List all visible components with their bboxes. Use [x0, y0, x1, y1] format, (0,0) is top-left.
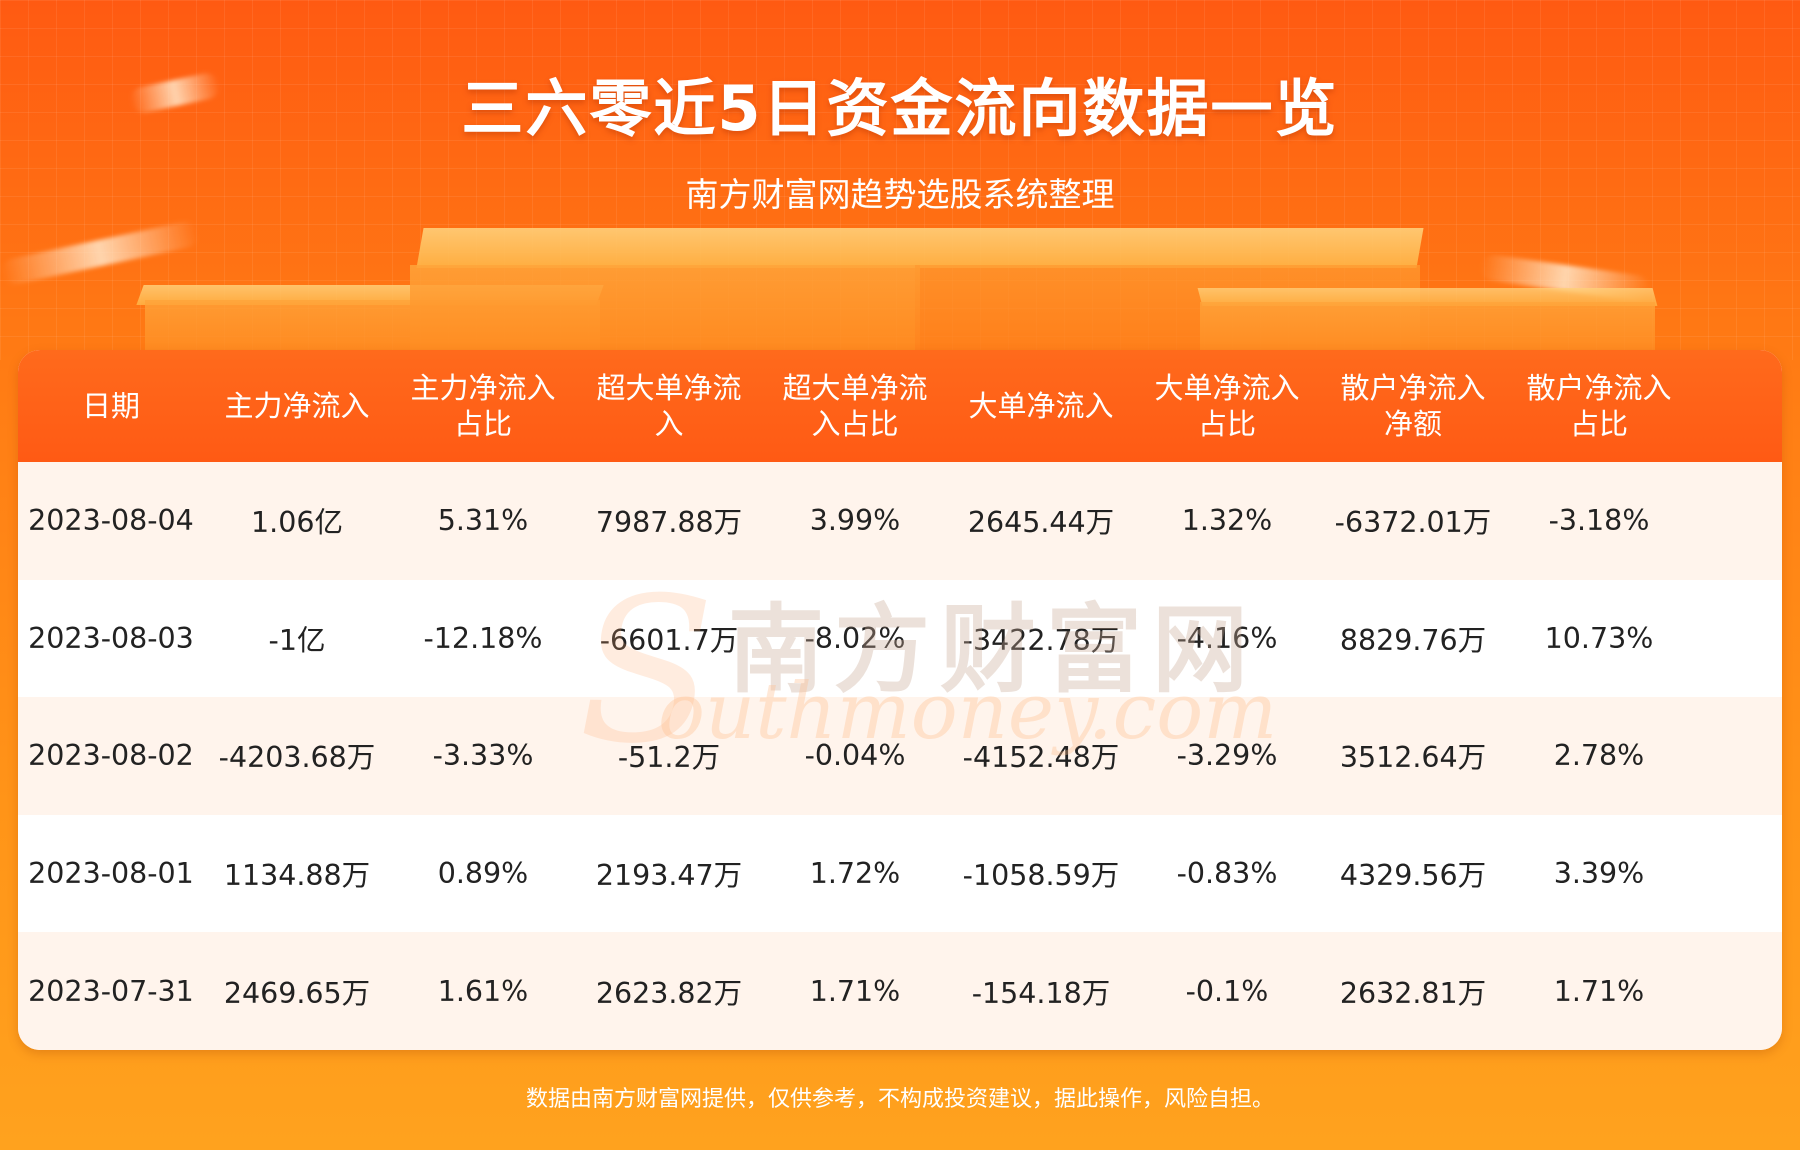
- cell-date: 2023-08-03: [28, 621, 194, 655]
- cell-main-inflow: 2469.65万: [223, 976, 371, 1010]
- fund-flow-table: 日期 主力净流入 主力净流入 占比 超大单净流 入 超大单净流 入占比 大单净流…: [18, 350, 1782, 1050]
- cell-super-large-ratio: 1.72%: [809, 857, 901, 891]
- cell-large-ratio: -3.29%: [1176, 739, 1278, 773]
- cell-retail-ratio: 2.78%: [1553, 739, 1645, 773]
- cell-main-inflow: 1134.88万: [223, 859, 371, 893]
- cell-super-large-inflow: -6601.7万: [599, 623, 739, 657]
- cell-main-ratio: 5.31%: [437, 504, 529, 538]
- cell-super-large-ratio: 3.99%: [809, 504, 901, 538]
- cell-super-large-ratio: -0.04%: [804, 739, 906, 773]
- box-decoration: [410, 265, 920, 360]
- column-header-retail-inflow: 散户净流入 净额: [1340, 371, 1486, 441]
- table-row: 2023-07-31 2469.65万 1.61% 2623.82万 1.71%…: [18, 932, 1782, 1050]
- column-header-main-inflow: 主力净流入: [224, 389, 370, 423]
- table-body: 2023-08-04 1.06亿 5.31% 7987.88万 3.99% 26…: [18, 462, 1782, 1050]
- cell-main-ratio: 0.89%: [437, 857, 529, 891]
- cell-large-ratio: -4.16%: [1176, 621, 1278, 655]
- cell-date: 2023-08-04: [28, 504, 194, 538]
- table-row: 2023-08-01 1134.88万 0.89% 2193.47万 1.72%…: [18, 814, 1782, 933]
- cell-retail-inflow: 8829.76万: [1339, 623, 1487, 657]
- cell-large-inflow: -4152.48万: [962, 741, 1120, 775]
- column-header-date: 日期: [81, 389, 140, 423]
- cell-main-inflow: -4203.68万: [218, 741, 376, 775]
- cell-super-large-inflow: 7987.88万: [595, 506, 743, 540]
- cell-date: 2023-08-02: [28, 739, 194, 773]
- cell-retail-ratio: 3.39%: [1553, 857, 1645, 891]
- cell-large-ratio: 1.32%: [1181, 504, 1273, 538]
- column-header-super-large-inflow: 超大单净流 入: [596, 371, 742, 441]
- page-subtitle: 南方财富网趋势选股系统整理: [685, 175, 1115, 214]
- cell-retail-ratio: 1.71%: [1553, 974, 1645, 1008]
- table-header: 日期 主力净流入 主力净流入 占比 超大单净流 入 超大单净流 入占比 大单净流…: [18, 350, 1782, 462]
- cell-super-large-inflow: -51.2万: [617, 741, 721, 775]
- disclaimer-footer: 数据由南方财富网提供，仅供参考，不构成投资建议，据此操作，风险自担。: [525, 1087, 1274, 1112]
- table-row: 2023-08-04 1.06亿 5.31% 7987.88万 3.99% 26…: [18, 462, 1782, 580]
- cell-retail-ratio: -3.18%: [1548, 504, 1650, 538]
- cell-date: 2023-08-01: [28, 857, 194, 891]
- table-row: 2023-08-03 -1亿 -12.18% -6601.7万 -8.02% -…: [18, 579, 1782, 698]
- cell-retail-inflow: 4329.56万: [1339, 859, 1487, 893]
- cell-large-ratio: -0.1%: [1185, 974, 1269, 1008]
- cell-retail-inflow: 3512.64万: [1339, 741, 1487, 775]
- cell-date: 2023-07-31: [28, 974, 194, 1008]
- cell-large-inflow: -1058.59万: [962, 859, 1120, 893]
- column-header-retail-ratio: 散户净流入 占比: [1526, 371, 1672, 441]
- cell-super-large-inflow: 2623.82万: [595, 976, 743, 1010]
- table-row: 2023-08-02 -4203.68万 -3.33% -51.2万 -0.04…: [18, 697, 1782, 815]
- cell-retail-ratio: 10.73%: [1544, 621, 1654, 655]
- column-header-large-inflow: 大单净流入: [968, 389, 1114, 423]
- cell-main-ratio: 1.61%: [437, 974, 529, 1008]
- column-header-super-large-ratio: 超大单净流 入占比: [782, 371, 928, 441]
- cell-main-inflow: 1.06亿: [251, 506, 343, 540]
- cell-large-inflow: -154.18万: [971, 976, 1111, 1010]
- box-decoration: [416, 228, 1424, 268]
- page-title: 三六零近5日资金流向数据一览: [461, 72, 1339, 145]
- cell-super-large-inflow: 2193.47万: [595, 859, 743, 893]
- column-header-main-inflow-ratio: 主力净流入 占比: [410, 371, 556, 441]
- cell-retail-inflow: 2632.81万: [1339, 976, 1487, 1010]
- cell-retail-inflow: -6372.01万: [1334, 506, 1492, 540]
- cell-large-inflow: -3422.78万: [962, 623, 1120, 657]
- cell-main-inflow: -1亿: [268, 623, 326, 657]
- cell-super-large-ratio: 1.71%: [809, 974, 901, 1008]
- cell-super-large-ratio: -8.02%: [804, 621, 906, 655]
- cell-main-ratio: -3.33%: [432, 739, 534, 773]
- cell-main-ratio: -12.18%: [423, 621, 543, 655]
- cell-large-ratio: -0.83%: [1176, 857, 1278, 891]
- cell-large-inflow: 2645.44万: [967, 506, 1115, 540]
- column-header-large-ratio: 大单净流入 占比: [1154, 371, 1300, 441]
